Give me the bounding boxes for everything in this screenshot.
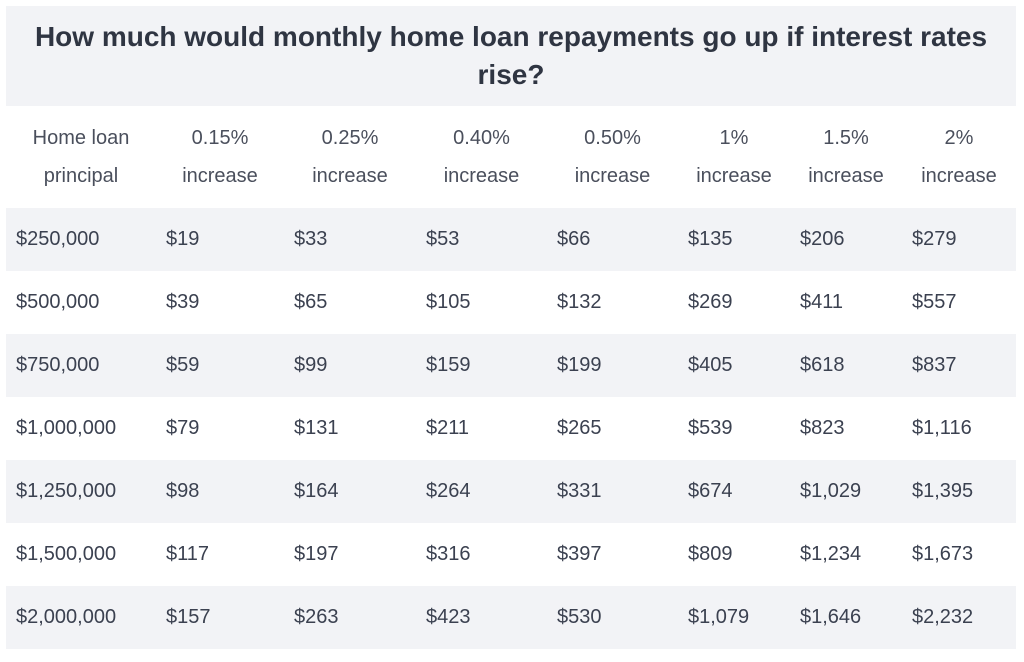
repayment-cell: $105: [416, 271, 547, 334]
column-header-line: increase: [574, 165, 651, 187]
column-header-line: 0.15%: [191, 127, 249, 149]
column-header-line: Home loan: [32, 127, 130, 149]
repayment-cell: $1,029: [790, 460, 902, 523]
column-header-line: 0.25%: [321, 127, 379, 149]
repayment-cell: $33: [284, 208, 416, 271]
column-header: 1% increase: [678, 106, 790, 208]
repayment-cell: $1,395: [902, 460, 1016, 523]
table-row: $1,000,000 $79 $131 $211 $265 $539 $823 $1,116: [6, 397, 1016, 460]
column-header-line: principal: [43, 165, 119, 187]
table-row: $750,000 $59 $99 $159 $199 $405 $618 $837: [6, 334, 1016, 397]
principal-cell: $500,000: [6, 271, 156, 334]
table-row: $500,000 $39 $65 $105 $132 $269 $411 $557: [6, 271, 1016, 334]
repayment-cell: $530: [547, 586, 678, 649]
repayment-cell: $809: [678, 523, 790, 586]
column-header-line: increase: [182, 165, 258, 187]
repayment-cell: $65: [284, 271, 416, 334]
column-header: 1.5% increase: [790, 106, 902, 208]
repayment-cell: $1,116: [902, 397, 1016, 460]
repayment-cell: $59: [156, 334, 284, 397]
repayment-cell: $823: [790, 397, 902, 460]
repayment-cell: $39: [156, 271, 284, 334]
column-header-line: 1.5%: [823, 127, 869, 149]
table-row: $2,000,000 $157 $263 $423 $530 $1,079 $1,646 $2…: [6, 586, 1016, 649]
repayment-cell: $265: [547, 397, 678, 460]
header-row: Home loan principal 0.15% increase 0.25% incr…: [6, 106, 1016, 208]
repayment-cell: $423: [416, 586, 547, 649]
table-title: How much would monthly home loan repayme…: [6, 6, 1016, 106]
repayment-cell: $79: [156, 397, 284, 460]
column-header-line: increase: [443, 165, 520, 187]
repayment-cell: $1,079: [678, 586, 790, 649]
repayment-cell: $557: [902, 271, 1016, 334]
repayment-cell: $264: [416, 460, 547, 523]
column-header: 2% increase: [902, 106, 1016, 208]
principal-cell: $1,500,000: [6, 523, 156, 586]
repayment-cell: $211: [416, 397, 547, 460]
repayment-cell: $132: [547, 271, 678, 334]
column-header: 0.40% increase: [416, 106, 547, 208]
repayment-cell: $197: [284, 523, 416, 586]
repayment-cell: $405: [678, 334, 790, 397]
repayment-cell: $618: [790, 334, 902, 397]
repayment-cell: $117: [156, 523, 284, 586]
repayment-cell: $263: [284, 586, 416, 649]
principal-cell: $1,000,000: [6, 397, 156, 460]
column-header-line: 2%: [944, 127, 974, 149]
column-header-line: increase: [808, 165, 884, 187]
repayment-cell: $674: [678, 460, 790, 523]
table-row: $1,250,000 $98 $164 $264 $331 $674 $1,029 $1,39…: [6, 460, 1016, 523]
repayment-cell: $157: [156, 586, 284, 649]
repayment-cell: $539: [678, 397, 790, 460]
column-header-line: 1%: [719, 127, 749, 149]
repayment-cell: $131: [284, 397, 416, 460]
table-row: $250,000 $19 $33 $53 $66 $135 $206 $279: [6, 208, 1016, 271]
repayment-cell: $316: [416, 523, 547, 586]
column-header-line: increase: [312, 165, 388, 187]
repayment-cell: $397: [547, 523, 678, 586]
repayment-cell: $135: [678, 208, 790, 271]
repayment-cell: $159: [416, 334, 547, 397]
column-header: 0.25% increase: [284, 106, 416, 208]
table-body: $250,000 $19 $33 $53 $66 $135 $206 $279 $500,000…: [6, 208, 1016, 649]
principal-cell: $1,250,000: [6, 460, 156, 523]
column-header: 0.50% increase: [547, 106, 678, 208]
repayment-cell: $19: [156, 208, 284, 271]
column-header: 0.15% increase: [156, 106, 284, 208]
repayment-cell: $411: [790, 271, 902, 334]
repayment-cell: $1,234: [790, 523, 902, 586]
table-row: $1,500,000 $117 $197 $316 $397 $809 $1,234 $1,6…: [6, 523, 1016, 586]
repayment-cell: $164: [284, 460, 416, 523]
repayment-cell: $279: [902, 208, 1016, 271]
repayment-cell: $269: [678, 271, 790, 334]
repayment-cell: $2,232: [902, 586, 1016, 649]
repayment-cell: $331: [547, 460, 678, 523]
repayment-cell: $66: [547, 208, 678, 271]
column-header-line: 0.50%: [584, 127, 641, 149]
principal-cell: $2,000,000: [6, 586, 156, 649]
principal-cell: $250,000: [6, 208, 156, 271]
repayment-cell: $98: [156, 460, 284, 523]
repayment-table: Home loan principal 0.15% increase 0.25% incr…: [6, 106, 1016, 649]
repayment-cell: $1,673: [902, 523, 1016, 586]
repayment-cell: $199: [547, 334, 678, 397]
repayment-cell: $99: [284, 334, 416, 397]
repayment-cell: $837: [902, 334, 1016, 397]
column-header-line: 0.40%: [453, 127, 510, 149]
repayment-cell: $1,646: [790, 586, 902, 649]
column-header: Home loan principal: [6, 106, 156, 208]
table-container: How much would monthly home loan repayme…: [6, 6, 1016, 649]
repayment-cell: $206: [790, 208, 902, 271]
column-header-line: increase: [921, 165, 997, 187]
principal-cell: $750,000: [6, 334, 156, 397]
column-header-line: increase: [696, 165, 772, 187]
repayment-cell: $53: [416, 208, 547, 271]
